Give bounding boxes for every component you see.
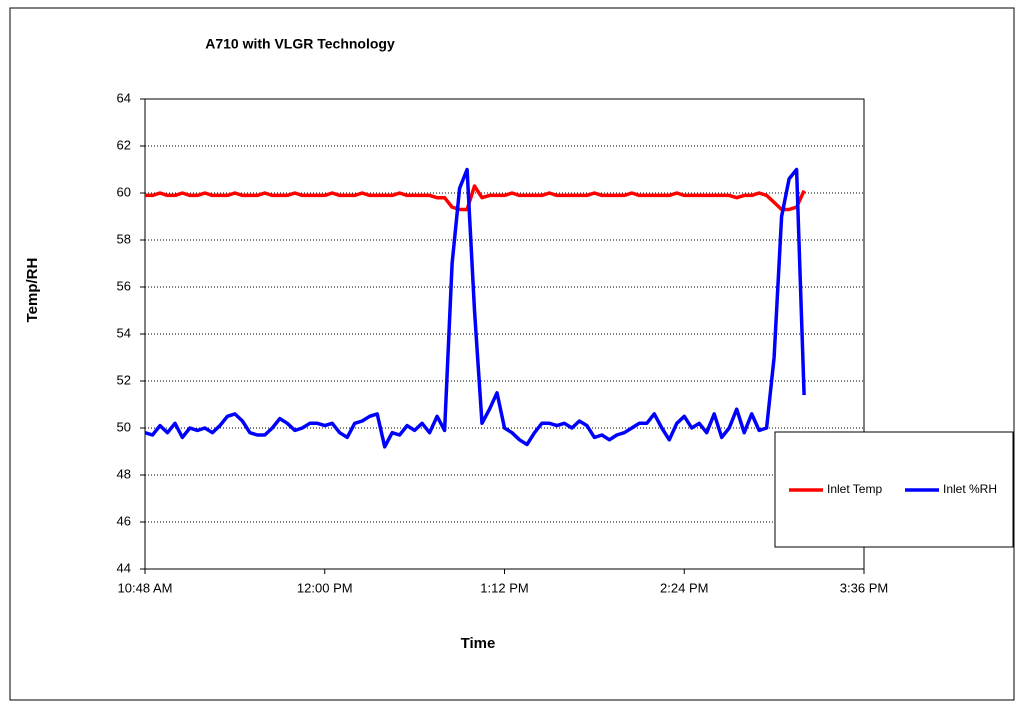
x-tick-label: 12:00 PM: [297, 580, 353, 595]
y-tick-label: 58: [117, 231, 131, 246]
x-tick-label: 3:36 PM: [840, 580, 888, 595]
y-tick-label: 56: [117, 278, 131, 293]
y-tick-label: 62: [117, 137, 131, 152]
y-tick-label: 48: [117, 466, 131, 481]
series-line: [144, 167, 806, 449]
y-tick-label: 46: [117, 513, 131, 528]
y-tick-label: 64: [117, 90, 131, 105]
x-tick-label: 10:48 AM: [118, 580, 173, 595]
y-tick-label: 44: [117, 560, 131, 575]
plot-area: [144, 98, 865, 570]
y-tick-label: 52: [117, 372, 131, 387]
x-tick-label: 1:12 PM: [480, 580, 528, 595]
y-tick-label: 54: [117, 325, 131, 340]
legend-label: Inlet Temp: [827, 482, 882, 496]
chart-title: A710 with VLGR Technology: [205, 36, 395, 52]
y-tick-label: 50: [117, 419, 131, 434]
y-axis-title: Temp/RH: [24, 258, 41, 323]
y-tick-label: 60: [117, 184, 131, 199]
legend-label: Inlet %RH: [943, 482, 997, 496]
x-axis-title: Time: [461, 635, 496, 652]
x-tick-label: 2:24 PM: [660, 580, 708, 595]
series-line: [145, 184, 806, 212]
